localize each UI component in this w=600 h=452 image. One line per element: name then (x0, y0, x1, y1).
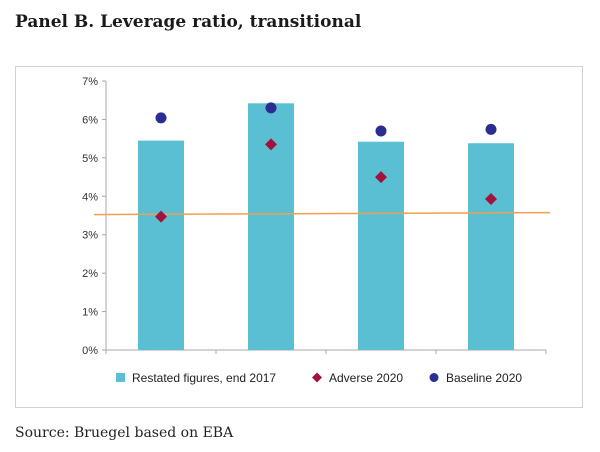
y-tick-label: 7% (82, 76, 98, 88)
bar (138, 140, 184, 350)
y-tick-label: 1% (82, 307, 98, 319)
legend-swatch-bar (116, 373, 125, 382)
legend-swatch-circle (429, 373, 439, 382)
reference-line (93, 211, 551, 216)
chart-title: Panel B. Leverage ratio, transitional (15, 12, 362, 32)
chart-area: 0% 1% 2% 3% 4% 5% 6% 7% Restated figures, end 2… (15, 66, 583, 408)
legend: Restated figures, end 2017 Adverse 2020 Ba… (116, 371, 522, 385)
y-tick-label: 3% (82, 230, 98, 242)
y-tick-label: 0% (82, 345, 98, 357)
legend-label: Restated figures, end 2017 (132, 371, 276, 385)
adverse-marker (375, 171, 387, 184)
markers (155, 102, 497, 223)
adverse-marker (265, 138, 277, 151)
baseline-marker (375, 125, 387, 137)
source-note: Source: Bruegel based on EBA (15, 425, 234, 441)
baseline-marker (265, 102, 277, 114)
baseline-marker (155, 112, 167, 124)
y-tick-label: 6% (82, 114, 98, 126)
legend-label: Adverse 2020 (329, 371, 403, 385)
legend-swatch-diamond (312, 372, 322, 383)
legend-label: Baseline 2020 (446, 371, 522, 385)
chart-svg: 0% 1% 2% 3% 4% 5% 6% 7% Restated figures, end 2… (82, 76, 551, 385)
bars (138, 103, 514, 350)
y-tick-label: 2% (82, 268, 98, 280)
adverse-marker (155, 210, 167, 223)
y-tick-label: 5% (82, 153, 98, 165)
y-tick-label: 4% (82, 191, 98, 203)
bar (468, 143, 514, 350)
baseline-marker (485, 123, 497, 135)
reference-line-layer (93, 211, 551, 216)
adverse-marker (485, 192, 497, 205)
